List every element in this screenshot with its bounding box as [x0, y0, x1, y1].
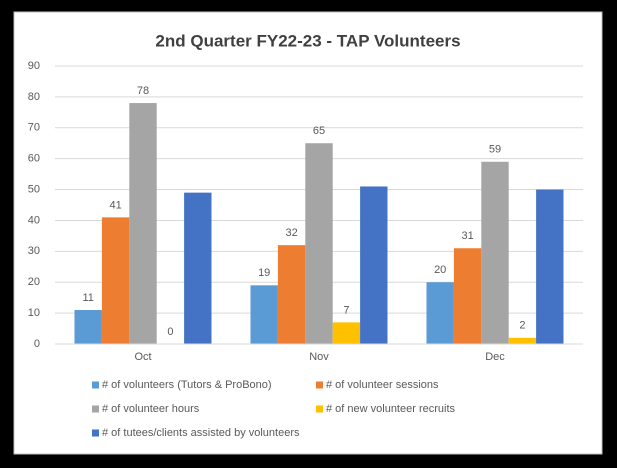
legend-swatch	[316, 405, 323, 413]
data-label: 0	[167, 326, 173, 338]
bar	[101, 217, 130, 344]
bar	[129, 103, 157, 344]
y-tick-label: 70	[28, 122, 40, 134]
legend-label: # of tutees/clients assisted by voluntee…	[102, 427, 300, 439]
bar	[426, 282, 454, 344]
bar	[74, 310, 102, 344]
legend-swatch	[92, 405, 99, 413]
data-label: 41	[109, 199, 121, 211]
y-tick-label: 30	[28, 245, 40, 257]
bar	[536, 189, 564, 344]
bar	[184, 192, 212, 344]
data-label: 19	[258, 267, 270, 279]
bar	[305, 143, 333, 344]
y-tick-label: 50	[28, 183, 40, 195]
y-tick-label: 20	[28, 276, 40, 288]
bar	[360, 186, 388, 344]
bar	[481, 161, 509, 344]
y-tick-label: 90	[28, 60, 40, 72]
bar	[250, 285, 278, 344]
bar	[332, 322, 361, 344]
data-label: 20	[434, 264, 446, 276]
data-label: 59	[489, 144, 501, 156]
legend-label: # of new volunteer recruits	[326, 403, 456, 415]
y-tick-label: 0	[34, 338, 40, 350]
y-tick-label: 60	[28, 153, 40, 165]
y-tick-label: 40	[28, 214, 40, 226]
x-tick-label: Nov	[309, 351, 329, 363]
data-label: 31	[461, 230, 473, 242]
y-tick-label: 10	[28, 307, 40, 319]
bar	[508, 337, 537, 344]
legend-label: # of volunteer sessions	[326, 379, 439, 391]
legend-label: # of volunteer hours	[102, 403, 200, 415]
data-label: 78	[137, 85, 149, 97]
bar	[277, 245, 306, 344]
data-label: 11	[82, 292, 93, 304]
x-tick-label: Oct	[134, 351, 151, 363]
data-label: 32	[285, 227, 297, 239]
chart-title: 2nd Quarter FY22-23 - TAP Volunteers	[155, 31, 460, 50]
data-label: 7	[343, 304, 349, 316]
data-label: 65	[313, 125, 325, 137]
legend-label: # of volunteers (Tutors & ProBono)	[102, 379, 272, 391]
data-label: 2	[519, 320, 525, 332]
legend-swatch	[92, 381, 99, 389]
bar	[453, 248, 482, 344]
y-tick-label: 80	[28, 91, 40, 103]
legend-swatch	[92, 429, 99, 437]
x-tick-label: Dec	[485, 351, 505, 363]
legend-swatch	[316, 381, 323, 389]
